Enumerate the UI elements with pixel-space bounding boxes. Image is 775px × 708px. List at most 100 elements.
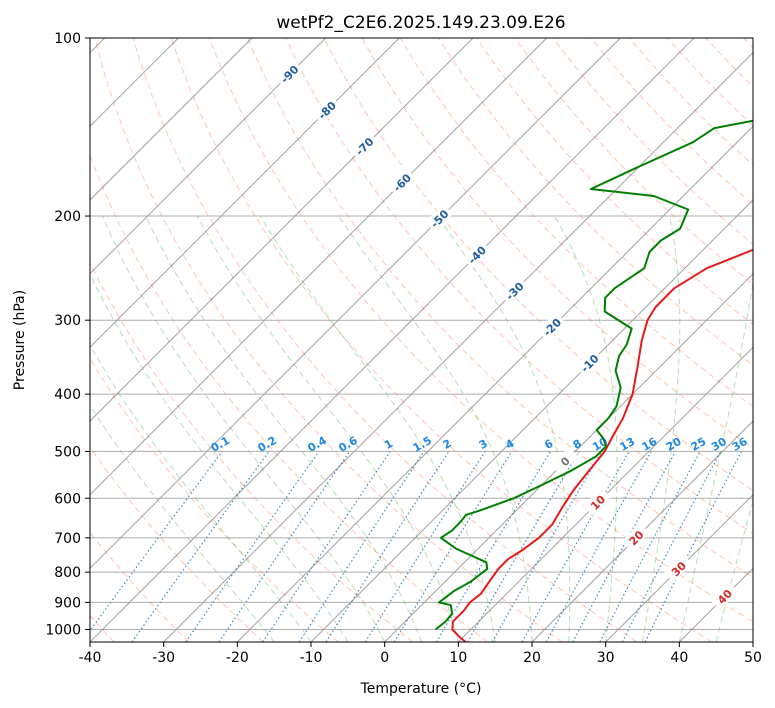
dry-adiabat — [590, 38, 753, 206]
dry-adiabat — [667, 38, 753, 127]
isotherm-label-bg — [499, 276, 529, 305]
dry-adiabat — [132, 38, 638, 642]
dry-adiabat — [90, 531, 190, 642]
x-tick-label: 30 — [597, 650, 615, 666]
isotherm-label-bg — [621, 523, 650, 552]
pressure-gridlines — [90, 38, 753, 630]
x-tick-label: -20 — [226, 650, 249, 666]
x-axis-label: Temperature (°C) — [360, 681, 482, 697]
moist-adiabats — [90, 215, 753, 642]
moist-adiabat — [145, 215, 422, 642]
mixing-ratio-label: 3 — [477, 437, 490, 452]
isotherms — [90, 38, 753, 642]
y-tick-label: 100 — [54, 31, 81, 47]
x-tick-label: 20 — [523, 650, 541, 666]
dry-adiabat — [552, 38, 753, 245]
mixing-ratio-label: 2 — [441, 437, 454, 452]
y-tick-label: 700 — [54, 531, 81, 547]
dry-adiabat — [399, 38, 753, 408]
moist-adiabat — [90, 344, 312, 642]
moist-adiabat — [678, 278, 753, 642]
isotherm — [457, 346, 753, 642]
dry-adiabat — [514, 38, 753, 285]
y-tick-label: 200 — [54, 209, 81, 225]
isotherm — [163, 51, 753, 642]
isotherm-label-bg — [274, 59, 303, 88]
dry-adiabats — [90, 38, 753, 642]
mixing-ratio-line — [572, 451, 677, 642]
y-axis: 100 200 300 400 500 600 700 800 900 1000 — [45, 31, 90, 638]
dry-adiabat — [247, 38, 753, 578]
isotherm-label-bg — [387, 167, 416, 197]
sounding-traces — [434, 119, 753, 642]
dry-adiabat — [90, 261, 414, 642]
y-tick-label: 1000 — [45, 622, 81, 638]
mixing-ratio-label: 6 — [542, 437, 555, 452]
y-tick-label: 900 — [54, 595, 81, 611]
dry-adiabat — [628, 38, 753, 166]
y-tick-label: 300 — [54, 313, 81, 329]
moist-adiabat — [642, 215, 681, 642]
dry-adiabat — [743, 38, 753, 49]
mixing-ratio-lines — [90, 451, 743, 642]
isotherm — [90, 38, 548, 496]
isotherm-label-bg — [582, 487, 612, 516]
moist-adiabat — [102, 215, 386, 642]
dry-adiabat — [437, 38, 753, 366]
isotherm — [90, 38, 400, 349]
moist-adiabat — [197, 215, 459, 642]
isotherm-label-bg — [424, 203, 454, 233]
mixing-ratio-line — [599, 451, 701, 642]
isotherm-label-bg — [709, 581, 739, 611]
mixing-ratio-line — [521, 451, 630, 642]
mixing-ratio-label: 4 — [503, 437, 516, 452]
x-tick-label: 10 — [449, 650, 467, 666]
dry-adiabat — [170, 38, 712, 642]
dry-adiabat — [285, 38, 753, 535]
isotherm — [384, 272, 753, 642]
moist-adiabat — [90, 404, 275, 642]
y-axis-label: Pressure (hPa) — [12, 290, 28, 390]
x-tick-label: -40 — [79, 650, 102, 666]
isotherm-label-bg — [312, 95, 341, 124]
chart-title: wetPf2_C2E6.2025.149.23.09.E26 — [276, 13, 565, 33]
moist-adiabat — [554, 215, 618, 642]
isotherm-label-bg — [537, 312, 566, 341]
temperature-trace — [451, 248, 753, 642]
dry-adiabat — [90, 357, 339, 642]
mixing-ratio-line — [545, 451, 652, 642]
x-tick-label: 50 — [744, 650, 762, 666]
isotherm — [90, 38, 327, 275]
x-tick-label: -10 — [300, 650, 323, 666]
x-axis: -40 -30 -20 -10 0 10 20 30 40 50 — [79, 642, 762, 666]
dry-adiabat — [94, 38, 563, 642]
mixing-ratio-line — [364, 451, 486, 642]
y-tick-label: 400 — [54, 387, 81, 403]
y-tick-label: 600 — [54, 491, 81, 507]
isotherm — [605, 493, 753, 642]
isotherm-label-bg — [550, 446, 579, 475]
x-tick-label: -30 — [152, 650, 175, 666]
dry-adiabat — [90, 153, 488, 642]
x-tick-label: 40 — [670, 650, 688, 666]
y-tick-label: 500 — [54, 444, 81, 460]
isotherm-label-bg — [462, 240, 491, 269]
moist-adiabat — [259, 215, 496, 642]
isotherm-label-bg — [663, 554, 693, 583]
mixing-ratio-line — [644, 451, 743, 642]
isotherm — [678, 567, 753, 642]
isotherm — [90, 38, 621, 570]
isotherm-label-bg — [349, 131, 379, 160]
moist-adiabat — [338, 215, 533, 642]
y-tick-label: 800 — [54, 565, 81, 581]
isotherm — [90, 38, 695, 642]
mixing-ratio-line — [298, 451, 425, 642]
isotherm — [310, 199, 753, 642]
isotherm — [752, 641, 753, 642]
mixing-ratio-line — [621, 451, 722, 642]
dewpoint-trace — [434, 119, 753, 631]
mixing-ratio-line — [325, 451, 450, 642]
isotherm — [236, 125, 753, 642]
mixing-ratio-line — [90, 451, 223, 632]
